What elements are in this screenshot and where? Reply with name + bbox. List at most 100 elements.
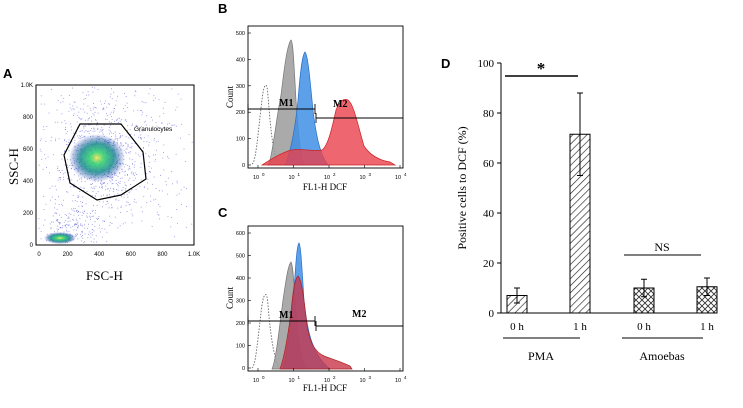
scatter-event: [134, 172, 136, 174]
scatter-event: [102, 108, 104, 109]
scatter-event: [72, 226, 74, 227]
scatter-event: [129, 168, 131, 170]
scatter-event: [143, 186, 145, 188]
scatter-event: [117, 184, 118, 186]
y-tick-label: 1.0K: [21, 83, 33, 89]
scatter-event: [103, 221, 105, 222]
scatter-event: [157, 140, 159, 142]
scatter-event: [82, 108, 84, 110]
x-tick-label: 10: [324, 175, 330, 181]
scatter-event: [61, 122, 63, 123]
scatter-event: [111, 136, 112, 137]
scatter-event: [103, 183, 104, 184]
scatter-event: [55, 189, 57, 191]
scatter-event: [95, 119, 97, 121]
scatter-event: [52, 215, 54, 217]
scatter-event: [82, 237, 84, 239]
scatter-event: [186, 206, 187, 207]
scatter-event: [154, 97, 156, 99]
granulocyte-gate: [63, 123, 147, 201]
scatter-event: [93, 127, 95, 129]
scatter-event: [100, 195, 102, 197]
scatter-event: [79, 135, 80, 137]
scatter-event: [120, 143, 122, 145]
scatter-event: [125, 185, 127, 187]
scatter-event: [151, 226, 153, 227]
category-label: 1 h: [573, 321, 587, 333]
scatter-event: [86, 112, 88, 114]
scatter-event: [90, 124, 92, 126]
scatter-event: [108, 127, 110, 128]
scatter-event: [103, 109, 105, 110]
scatter-event: [153, 154, 154, 156]
y-tick-label: 600: [23, 147, 34, 153]
scatter-event: [125, 188, 127, 190]
scatter-event: [88, 94, 90, 96]
scatter-event: [63, 179, 65, 181]
scatter-event: [45, 203, 47, 205]
scatter-event: [83, 103, 85, 105]
scatter-event: [134, 161, 136, 163]
scatter-event: [45, 158, 47, 160]
x-tick-exponent: 3: [369, 172, 372, 177]
scatter-event: [90, 116, 92, 118]
scatter-event: [98, 131, 100, 133]
scatter-event: [181, 123, 183, 125]
scatter-event: [157, 214, 159, 215]
scatter-event: [108, 207, 110, 209]
scatter-event: [80, 108, 82, 110]
scatter-event: [74, 200, 76, 201]
scatter-event: [111, 206, 113, 208]
scatter-event: [70, 226, 72, 228]
scatter-event: [147, 182, 148, 184]
scatter-event: [149, 171, 150, 173]
y-tick-label: 200: [23, 211, 34, 217]
scatter-event: [134, 177, 136, 179]
panel-b-y-ticks: 0 100 200 300 400 500: [236, 31, 251, 169]
scatter-event: [165, 184, 167, 186]
panel-d-letter: D: [441, 56, 450, 71]
scatter-event: [145, 152, 147, 154]
scatter-event: [62, 176, 64, 178]
x-tick-label: 400: [94, 252, 105, 258]
x-tick-exponent: 2: [333, 375, 336, 380]
scatter-event: [101, 127, 103, 129]
scatter-event: [48, 112, 50, 114]
scatter-event: [63, 199, 64, 201]
scatter-event: [68, 95, 70, 96]
scatter-event: [123, 171, 125, 173]
scatter-event: [74, 140, 76, 141]
scatter-event: [134, 199, 136, 201]
scatter-event: [91, 216, 93, 217]
scatter-event: [67, 224, 69, 226]
scatter-event: [68, 224, 70, 226]
scatter-event: [119, 183, 121, 184]
panel-b-y-label: Count: [225, 86, 235, 109]
scatter-event: [78, 111, 80, 113]
scatter-event: [110, 93, 112, 95]
scatter-event: [176, 182, 178, 184]
scatter-event: [131, 143, 133, 144]
scatter-event: [69, 220, 71, 222]
y-tick-label: 600: [236, 231, 245, 237]
scatter-event: [80, 186, 82, 188]
scatter-event: [155, 154, 156, 156]
scatter-event: [90, 130, 92, 132]
scatter-event: [155, 198, 157, 200]
scatter-event: [97, 219, 98, 220]
scatter-event: [128, 179, 130, 181]
scatter-event: [109, 197, 111, 199]
scatter-event: [40, 95, 42, 97]
scatter-event: [101, 236, 103, 238]
scatter-event: [92, 130, 94, 132]
scatter-event: [113, 91, 115, 93]
scatter-event: [85, 220, 86, 222]
scatter-event: [153, 95, 155, 97]
scatter-event: [124, 110, 126, 112]
scatter-event: [90, 218, 91, 220]
scatter-event: [62, 173, 64, 175]
scatter-event: [59, 170, 60, 172]
scatter-event: [68, 139, 70, 141]
scatter-event: [81, 240, 82, 242]
